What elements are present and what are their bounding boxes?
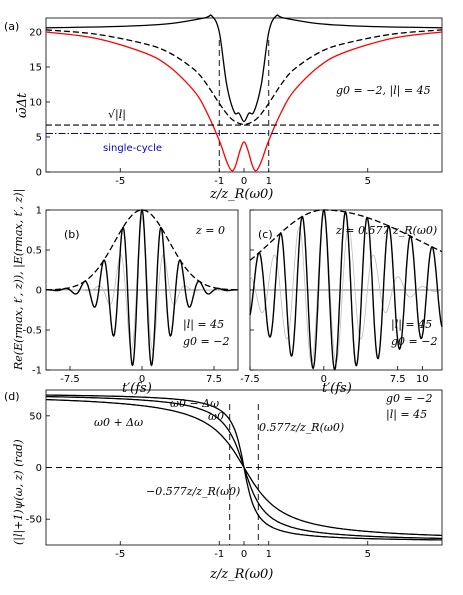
panel-c-g: g0 = −2 [391,335,437,348]
panel-a-ylabel: ω̄Δt [15,92,30,118]
panel-b-xtick-label: -7.5 [60,374,80,385]
panel-a-ytick-label: 0 [36,168,42,179]
panel-d-ytick-label: 50 [29,411,42,422]
panel-d-params-g: g0 = −2 [386,392,432,405]
panel-b-xtick-label: 7.5 [206,374,222,385]
panel-c-xtick-label: 7.5 [390,374,406,385]
panel-a-params: g0 = −2, |l| = 45 [336,84,431,98]
panel-c-xtick-label: 10 [416,374,429,385]
panel-a-xlabel: z/z_R(ω0) [209,187,273,202]
panel-a-ytick-label: 15 [29,63,42,74]
panel-b-ytick-label: 0 [36,286,42,297]
panel-c-field [249,209,443,371]
panel-d-phase-curve-2 [46,394,442,541]
panel-label-a: (a) [4,20,19,33]
panel-d-label-wplus: ω0 + Δω [94,416,143,429]
panel-a-xtick-label: 5 [365,176,371,187]
panel-d-label-w0: ω0 [208,410,224,423]
panel-b-envelope [46,209,238,291]
panel-a-xtick-label: -1 [214,176,224,187]
panel-a-ytick-label: 20 [29,28,42,39]
panel-b-g: g0 = −2 [183,335,229,348]
panel-d-xtick-label: -5 [115,549,125,560]
panel-a-ytick-label: 10 [29,98,42,109]
panel-b-ytick-label: 1 [36,206,42,217]
panel-b-z: z = 0 [195,224,225,237]
panel-d-plot: -5 -1 0 1 5 -50 0 50 [26,394,442,560]
panel-c-xtick-label: -7.5 [240,374,260,385]
panel-c-reference-pulse [249,213,443,363]
panel-a-xtick-label: 1 [266,176,272,187]
panel-d-xtick-label: 0 [241,549,247,560]
panel-label-c: (c) [258,228,273,241]
panel-d-params-l: |l| = 45 [386,408,427,422]
panel-b-ytick-label: -1 [32,366,42,377]
panel-d-ylabel: (|l|+1)ψ(ω, z) (rad) [12,439,26,545]
panel-b-ylabel: Re(E(rmax, t′, z)), |E(rmax, t′, z)| [12,189,26,371]
panel-b-ytick-label: -0.5 [22,326,42,337]
panel-d-label-wminus: ω0 − Δω [170,397,219,410]
panel-d-ytick-label: 0 [36,463,42,474]
panel-a-series-red [45,31,443,172]
panel-label-d: (d) [4,390,20,403]
panel-d-ytick-label: -50 [26,515,42,526]
panel-c-z: z = 0.577 z_R(ω0) [335,224,437,237]
panel-a-sqrt-label: √|l| [108,108,126,122]
panel-d-label-pos: 0.577z/z_R(ω0) [259,421,344,434]
panel-label-b: (b) [64,228,80,241]
panel-b-l: |l| = 45 [183,318,224,332]
panel-d-xtick-label: 5 [365,549,371,560]
panel-c-xlabel: t′(fs) [322,381,352,396]
panel-b-xtick-label: 0 [139,374,145,385]
panel-d-label-neg: −0.577z/z_R(ω0) [146,485,240,498]
panel-c-l: |l| = 45 [391,318,432,332]
panel-b-ytick-label: 0.5 [26,246,42,257]
panel-b-xlabel: t′(fs) [122,381,152,396]
panel-b-field [46,208,238,367]
panel-a-series-dashed [45,29,443,126]
panel-b-plot: -7.5 0 7.5 -1 -0.5 0 0.5 1 [22,206,238,385]
panel-a-series-solid [45,14,443,123]
panel-c-xtick-label: 0 [321,374,327,385]
panel-a-xtick-label: 0 [241,176,247,187]
panel-d-xlabel: z/z_R(ω0) [209,567,273,582]
panel-a-single-cycle: single-cycle [103,143,162,154]
panel-d-xtick-label: -1 [214,549,224,560]
panel-c-plot: -7.5 0 7.5 10 [240,209,443,385]
panel-b-reference-pulse [46,217,238,351]
panel-d-xtick-label: 1 [266,549,272,560]
panel-a-xtick-label: -5 [115,176,125,187]
panel-a-ytick-label: 5 [36,133,42,144]
